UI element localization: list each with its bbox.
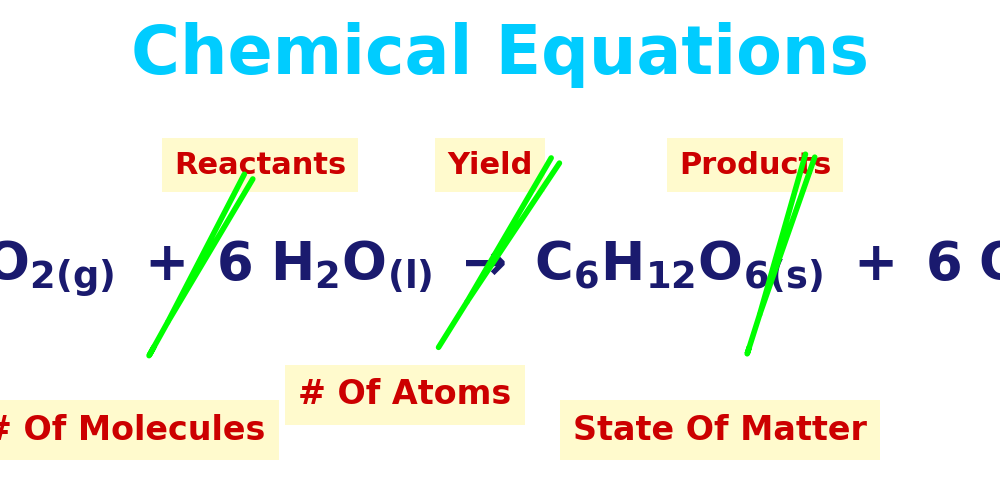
Text: State Of Matter: State Of Matter	[573, 413, 867, 447]
Text: Reactants: Reactants	[174, 150, 346, 180]
Text: # Of Atoms: # Of Atoms	[298, 378, 512, 412]
Text: $\mathbf{6\ CO_{2(g)}\ +\ 6\ H_2O_{(l)}\ \rightarrow\ C_6H_{12}O_{6(s)}\ +\ 6\ O: $\mathbf{6\ CO_{2(g)}\ +\ 6\ H_2O_{(l)}\…	[0, 240, 1000, 300]
Text: Products: Products	[679, 150, 831, 180]
Text: Yield: Yield	[447, 150, 533, 180]
Text: # Of Molecules: # Of Molecules	[0, 413, 266, 447]
Text: Chemical Equations: Chemical Equations	[131, 22, 869, 88]
